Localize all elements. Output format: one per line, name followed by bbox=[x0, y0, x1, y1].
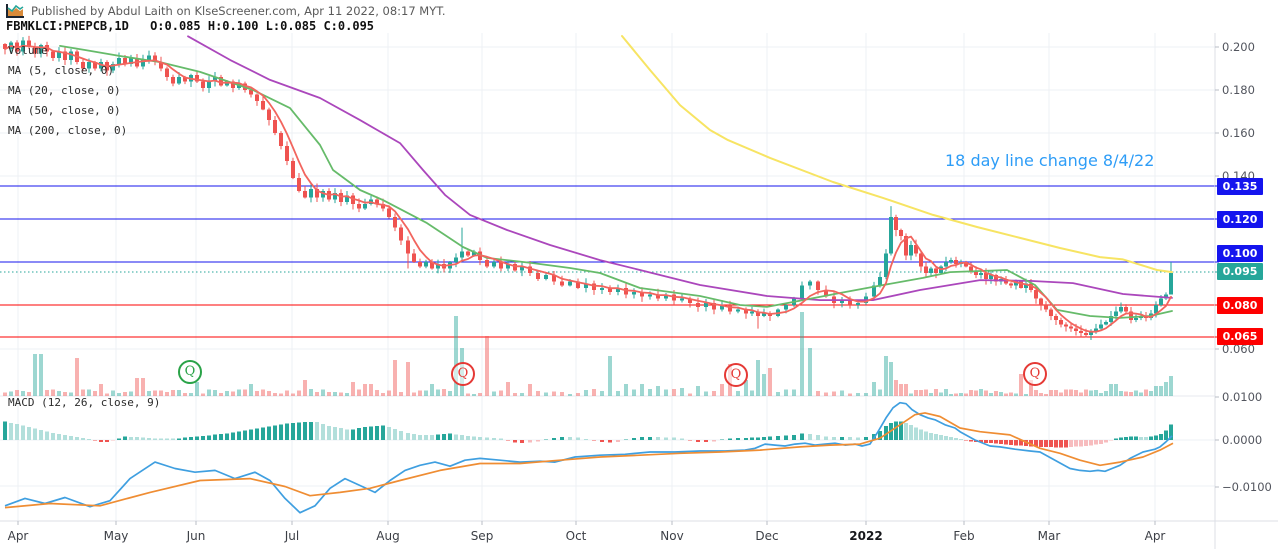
ohlc-readout: O:0.085 H:0.100 L:0.085 C:0.095 bbox=[150, 19, 375, 33]
klsescreener-logo-icon bbox=[6, 3, 24, 18]
symbol-interval: FBMKLCI:PNEPCB,1D bbox=[6, 19, 129, 33]
published-caption: Published by Abdul Laith on KlseScreener… bbox=[31, 3, 446, 18]
